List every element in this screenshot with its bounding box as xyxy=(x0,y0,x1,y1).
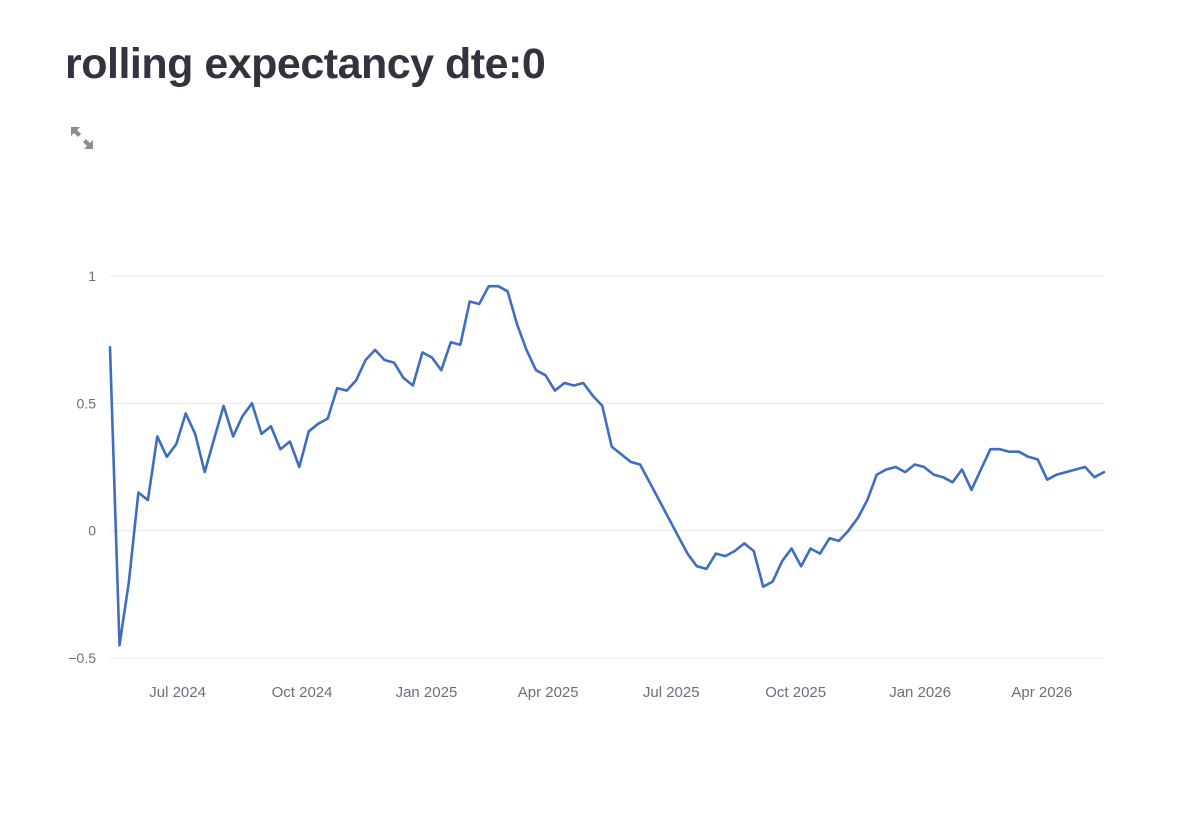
series-layer xyxy=(108,284,1106,647)
fullscreen-button[interactable] xyxy=(68,124,96,152)
x-tick-label: Jan 2026 xyxy=(889,684,951,701)
fullscreen-expand-icon xyxy=(71,127,93,149)
x-tick-label: Jul 2025 xyxy=(643,684,700,701)
y-tick-label: −0.5 xyxy=(68,650,96,666)
x-tick-label: Apr 2026 xyxy=(1011,684,1072,701)
series-line[interactable] xyxy=(108,284,1106,647)
x-tick-label: Apr 2025 xyxy=(518,684,579,701)
y-tick-label: 0 xyxy=(88,523,96,539)
x-tick-label: Oct 2025 xyxy=(765,684,826,701)
y-tick-label: 1 xyxy=(88,268,96,284)
x-tick-label: Oct 2024 xyxy=(272,684,333,701)
x-tick-label: Jul 2024 xyxy=(149,684,206,701)
y-tick-label: 0.5 xyxy=(77,395,97,411)
grid-lines xyxy=(110,275,1104,659)
x-axis: Jul 2024 Oct 2024 Jan 2025 Apr 2025 Jul 2025… xyxy=(149,684,1072,701)
y-axis: 1 0.5 0 −0.5 xyxy=(68,268,96,666)
x-tick-label: Jan 2025 xyxy=(396,684,458,701)
page-title: rolling expectancy dte:0 xyxy=(65,40,546,88)
